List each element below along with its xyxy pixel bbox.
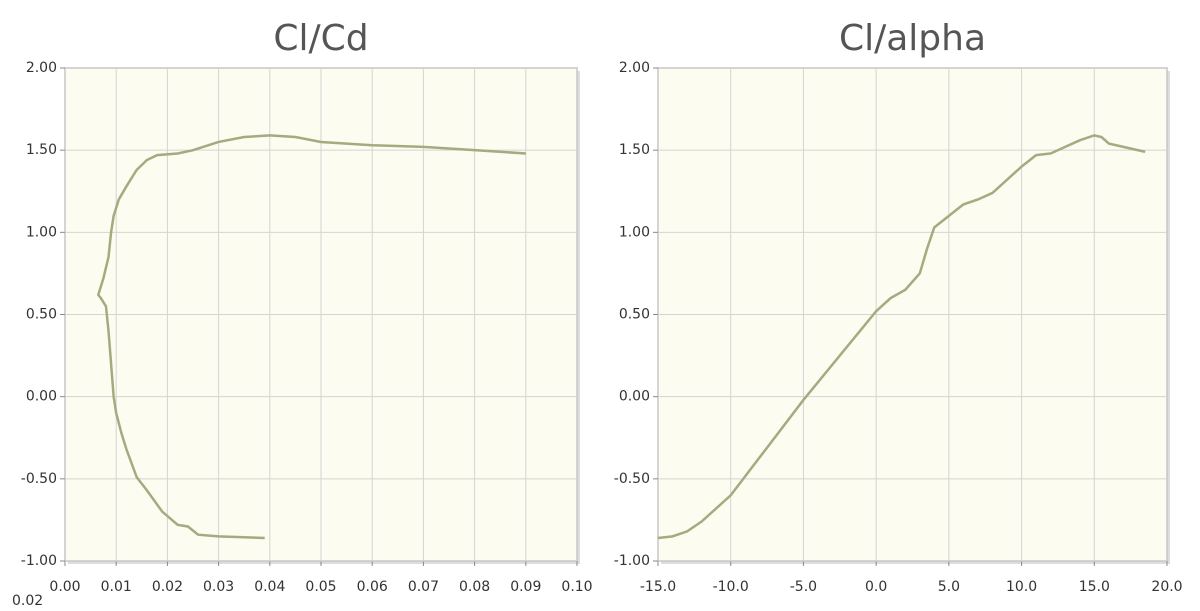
x-tick-label: 15.0 xyxy=(1079,579,1110,595)
x-tick-label: 0.03 xyxy=(203,579,234,595)
y-tick-label: -1.00 xyxy=(21,553,57,569)
x-tick-label: 5.0 xyxy=(938,579,960,595)
y-tick-label: 0.50 xyxy=(619,307,650,323)
y-tick-label: -1.00 xyxy=(614,553,650,569)
x-tick-label: 0.00 xyxy=(49,579,80,595)
x-tick-label: -5.0 xyxy=(790,579,817,595)
x-tick-label: 0.06 xyxy=(357,579,388,595)
y-tick-label: 1.50 xyxy=(619,142,650,158)
y-tick-label: -0.50 xyxy=(614,471,650,487)
annotation: 0.02 xyxy=(12,593,43,609)
x-tick-label: 0.07 xyxy=(408,579,439,595)
x-tick-label: 0.0 xyxy=(865,579,887,595)
line xyxy=(96,134,526,540)
y-tick-label: 0.00 xyxy=(619,389,650,405)
x-tick-label: 0.10 xyxy=(561,579,592,595)
y-tick-label: 2.00 xyxy=(619,60,650,76)
y-tick-label: 2.00 xyxy=(26,60,57,76)
y-tick-label: 0.50 xyxy=(26,307,57,323)
y-tick-label: 0.00 xyxy=(26,389,57,405)
x-tick-label: 0.08 xyxy=(459,579,490,595)
x-tick-label: 0.04 xyxy=(254,579,285,595)
chart-title: Cl/alpha xyxy=(839,18,986,59)
x-tick-label: 20.0 xyxy=(1151,579,1182,595)
line xyxy=(657,134,1146,540)
x-tick-label: 0.01 xyxy=(101,579,132,595)
y-tick-label: 1.00 xyxy=(26,224,57,240)
x-tick-label: 0.02 xyxy=(152,579,183,595)
x-tick-label: 0.05 xyxy=(305,579,336,595)
x-tick-label: -10.0 xyxy=(713,579,749,595)
y-tick-label: 1.50 xyxy=(26,142,57,158)
chart-title: Cl/Cd xyxy=(273,18,368,59)
x-tick-label: 0.09 xyxy=(510,579,541,595)
x-tick-label: -15.0 xyxy=(640,579,676,595)
x-tick-label: 10.0 xyxy=(1006,579,1037,595)
y-tick-label: -0.50 xyxy=(21,471,57,487)
y-tick-label: 1.00 xyxy=(619,224,650,240)
